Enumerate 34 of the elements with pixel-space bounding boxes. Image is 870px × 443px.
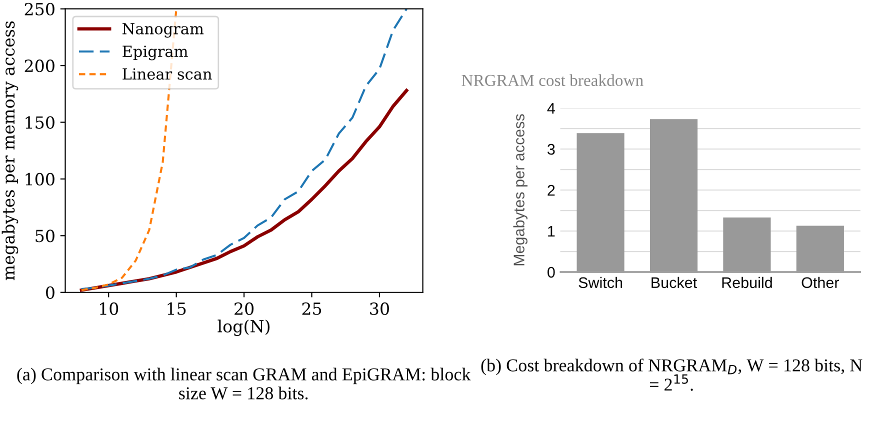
x-tick-label: 15 <box>168 302 186 316</box>
y-tick-label: 4 <box>547 103 555 114</box>
y-tick-label: 3 <box>548 144 555 155</box>
y-tick-label: 1 <box>548 226 555 237</box>
x-tick-label: 20 <box>234 302 254 316</box>
y-tick-label: 0 <box>46 286 54 299</box>
legend-label: Linear scan <box>122 68 212 80</box>
text: (a) Comparison with linear scan GRAM and EpiGRAM: block size W = 128 bits. <box>17 368 471 400</box>
y-tick-label: 250 <box>24 2 54 16</box>
bar <box>650 119 698 272</box>
y-tick-label: 200 <box>24 60 54 72</box>
y-tick-label: 50 <box>36 230 54 242</box>
x-tick-label: Bucket <box>652 276 697 288</box>
y-axis-title: Megabytes per access <box>513 114 528 266</box>
legend-label: Epigram <box>122 46 188 60</box>
y-tick-label: 2 <box>548 184 555 196</box>
y-tick-label: 0 <box>548 266 555 278</box>
x-tick-label: Rebuild <box>722 276 772 288</box>
bar <box>576 133 624 272</box>
x-tick-label: Other <box>802 276 840 288</box>
line-series <box>80 8 408 290</box>
x-tick-label: 25 <box>302 302 322 316</box>
bar <box>723 218 771 272</box>
x-tick-label: 30 <box>370 302 389 316</box>
y-axis-title: megabytes per memory access <box>2 21 18 280</box>
y-tick-label: 150 <box>26 116 54 129</box>
x-tick-label: 10 <box>100 302 118 316</box>
text: (b) Cost breakdown of NRGRAM$_{D}$, W = 128 bits, N = 2$^{15}$. <box>481 358 862 391</box>
legend-label: Nanogram <box>122 23 204 38</box>
y-tick-label: 100 <box>26 172 54 186</box>
x-tick-label: Switch <box>578 276 622 288</box>
bar <box>796 226 844 272</box>
x-axis-title: log(N) <box>218 320 270 336</box>
chart-title: NRGRAM cost breakdown <box>462 74 644 86</box>
